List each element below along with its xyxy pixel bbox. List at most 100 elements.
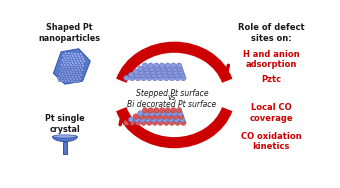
Text: Role of defect
sites on:: Role of defect sites on: [238, 23, 305, 43]
Circle shape [176, 108, 182, 113]
Circle shape [163, 117, 168, 122]
Circle shape [74, 55, 77, 58]
Circle shape [165, 108, 170, 113]
Circle shape [133, 69, 138, 75]
Circle shape [65, 75, 68, 78]
Circle shape [59, 68, 62, 70]
Circle shape [61, 65, 64, 68]
Circle shape [69, 57, 72, 60]
Circle shape [63, 70, 66, 73]
Circle shape [79, 57, 81, 60]
Circle shape [171, 108, 176, 113]
Circle shape [163, 72, 168, 78]
Circle shape [143, 66, 149, 71]
Ellipse shape [53, 135, 77, 138]
Circle shape [74, 62, 77, 64]
Circle shape [174, 72, 180, 78]
Circle shape [76, 80, 80, 83]
Circle shape [61, 79, 64, 82]
Circle shape [57, 77, 60, 80]
Circle shape [76, 52, 79, 55]
Circle shape [134, 72, 140, 78]
Circle shape [171, 63, 176, 68]
Circle shape [68, 61, 71, 64]
Circle shape [66, 77, 69, 80]
Circle shape [147, 75, 152, 81]
Circle shape [80, 67, 82, 69]
Circle shape [168, 72, 174, 78]
Circle shape [151, 117, 157, 122]
Circle shape [61, 59, 64, 61]
Circle shape [180, 72, 185, 78]
Circle shape [76, 73, 80, 76]
Circle shape [72, 78, 75, 80]
Circle shape [75, 64, 78, 67]
Circle shape [158, 120, 164, 125]
Circle shape [79, 78, 82, 81]
Circle shape [133, 114, 138, 119]
Circle shape [74, 75, 78, 78]
Circle shape [130, 75, 135, 81]
Circle shape [160, 66, 166, 71]
Circle shape [142, 63, 148, 68]
Circle shape [79, 71, 82, 74]
Circle shape [73, 52, 76, 55]
Circle shape [60, 77, 63, 80]
Circle shape [59, 75, 62, 77]
Circle shape [160, 111, 166, 116]
Circle shape [173, 114, 178, 119]
Circle shape [71, 68, 74, 71]
Circle shape [164, 75, 169, 81]
Circle shape [62, 61, 65, 64]
Circle shape [152, 75, 158, 81]
Circle shape [79, 64, 81, 67]
Circle shape [177, 66, 183, 71]
Circle shape [73, 80, 76, 83]
Circle shape [162, 69, 167, 75]
Circle shape [172, 66, 177, 71]
Polygon shape [53, 49, 90, 84]
Circle shape [78, 69, 80, 71]
Circle shape [129, 117, 134, 122]
Circle shape [156, 69, 161, 75]
Circle shape [173, 69, 178, 75]
Circle shape [129, 72, 134, 78]
Circle shape [70, 80, 73, 83]
Circle shape [63, 56, 66, 59]
Circle shape [80, 60, 82, 62]
Circle shape [141, 75, 146, 81]
Circle shape [154, 108, 159, 113]
Circle shape [72, 64, 75, 67]
Circle shape [156, 114, 161, 119]
Circle shape [75, 57, 78, 60]
Circle shape [152, 120, 158, 125]
Circle shape [68, 75, 71, 78]
Circle shape [73, 73, 76, 76]
Circle shape [63, 63, 66, 66]
Text: Stepped Pt surface: Stepped Pt surface [136, 89, 208, 98]
Circle shape [65, 61, 68, 64]
Circle shape [174, 117, 180, 122]
Circle shape [180, 117, 185, 122]
Circle shape [73, 66, 76, 69]
Circle shape [69, 64, 72, 66]
Circle shape [65, 54, 68, 57]
Circle shape [159, 108, 165, 113]
Circle shape [162, 114, 167, 119]
Circle shape [181, 75, 186, 81]
Circle shape [172, 111, 177, 116]
Text: H and anion
adsorption: H and anion adsorption [243, 49, 300, 69]
Circle shape [74, 68, 77, 71]
Circle shape [66, 57, 69, 59]
Circle shape [124, 75, 129, 81]
Circle shape [169, 75, 175, 81]
Circle shape [70, 66, 73, 69]
Circle shape [177, 111, 183, 116]
Circle shape [58, 79, 61, 82]
Circle shape [83, 60, 85, 63]
Circle shape [67, 59, 70, 62]
Text: Pt single
crystal: Pt single crystal [45, 114, 85, 134]
Circle shape [82, 57, 84, 60]
Circle shape [69, 70, 72, 73]
Circle shape [75, 71, 78, 74]
